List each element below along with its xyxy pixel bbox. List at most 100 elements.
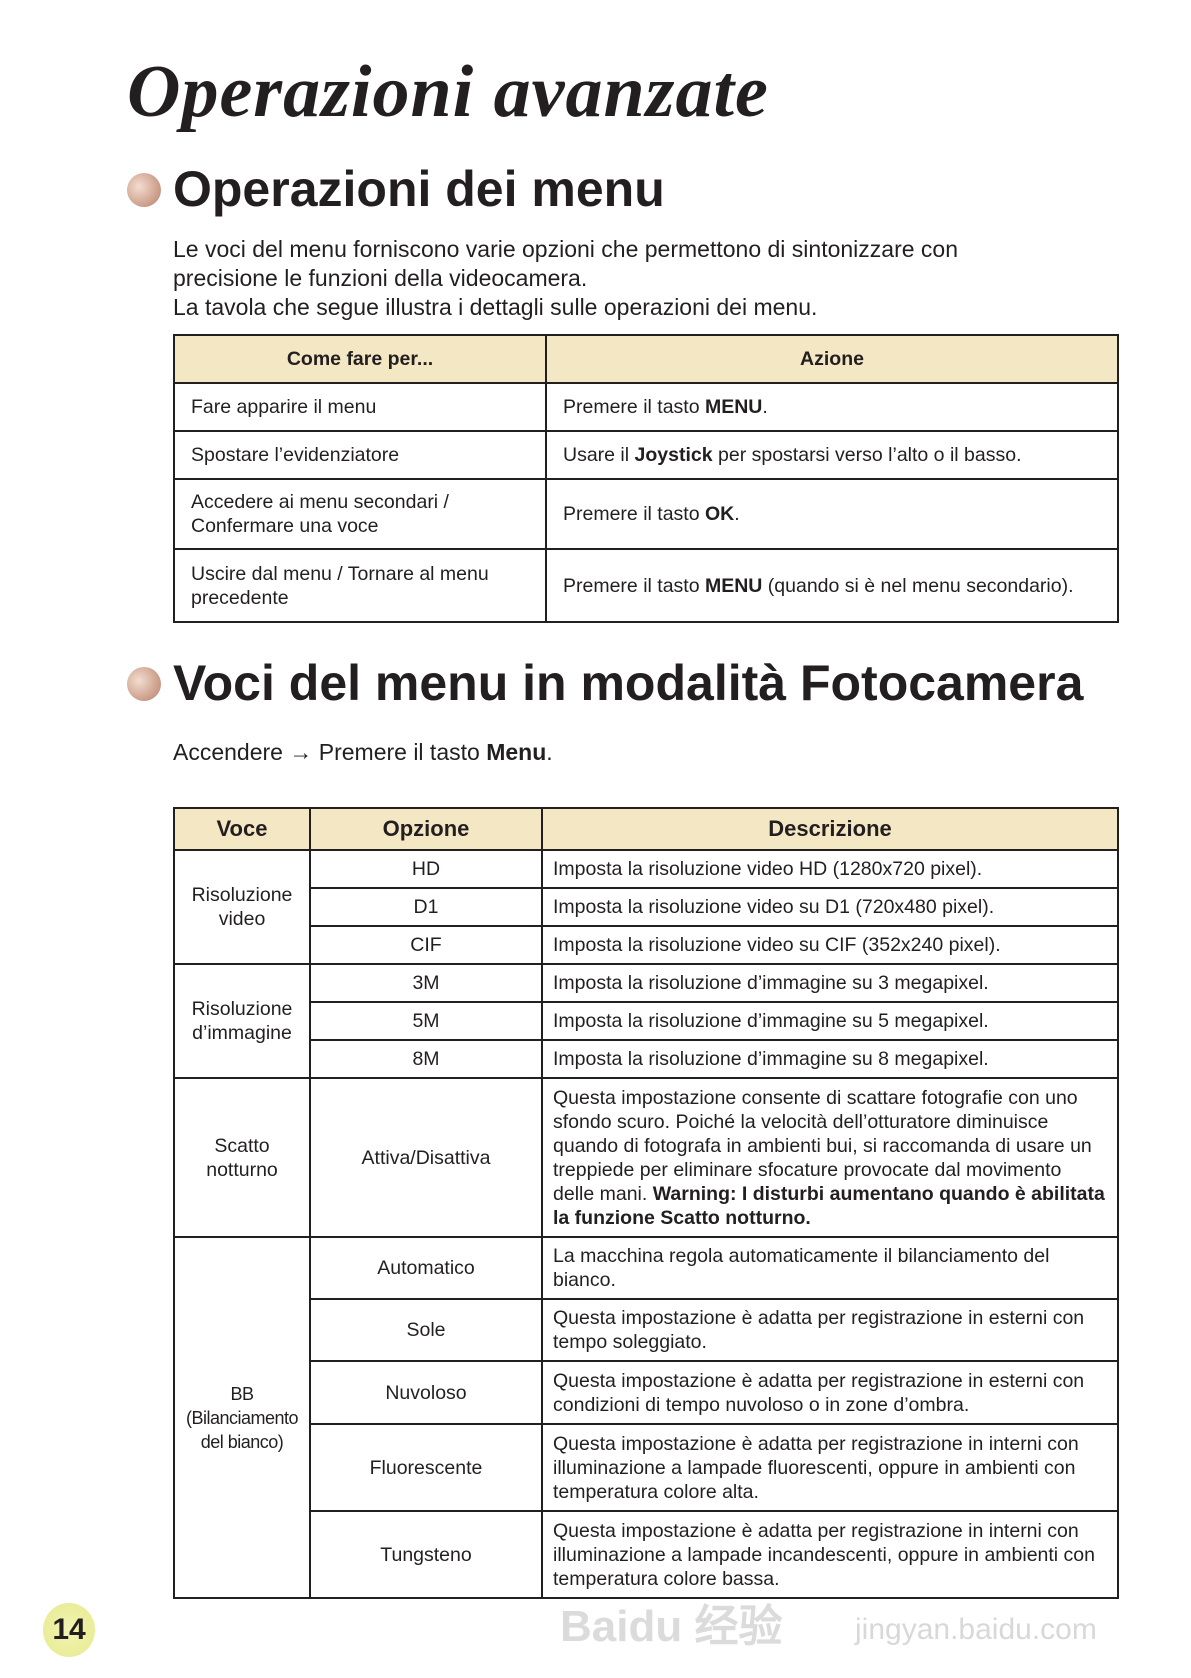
table-row: CIF Imposta la risoluzione video su CIF (… (174, 925, 1119, 965)
action-cell: Premere il tasto MENU (quando si è nel m… (545, 548, 1119, 623)
cell-line: d’immagine (192, 1022, 292, 1044)
text-segment: . (734, 503, 740, 525)
text-segment: Questa impostazione è adatta per registr… (553, 1519, 1096, 1590)
cell-line: Spostare l’evidenziatore (191, 444, 400, 466)
bold-text: MENU (704, 574, 763, 597)
bold-text: OK (704, 503, 735, 525)
section-heading-camera-menu: Voci del menu in modalità Fotocamera (173, 655, 1084, 711)
option-cell: CIF (309, 925, 543, 965)
cell-line: Fare apparire il menu (191, 396, 377, 418)
cell-line: precedente (191, 586, 289, 609)
section-heading-menu-operations: Operazioni dei menu (173, 161, 665, 217)
description-cell: Imposta la risoluzione video su CIF (352… (541, 925, 1119, 965)
bullet-icon (127, 173, 161, 207)
description-cell: Questa impostazione è adatta per registr… (541, 1298, 1119, 1362)
text-segment: Imposta la risoluzione d’immagine su 3 m… (553, 972, 989, 994)
option-cell: HD (309, 849, 543, 889)
table-row: BB (Bilanciamento del bianco) Automatico La … (173, 1236, 1119, 1599)
text-segment: La macchina regola automaticamente il bi… (553, 1245, 1050, 1291)
camera-menu-table: Voce Opzione Descrizione Risoluzione vide… (173, 807, 1119, 1599)
cell-line: BB (230, 1383, 254, 1404)
option-cell: 3M (309, 963, 543, 1003)
text-segment: Questa impostazione è adatta per registr… (553, 1432, 1079, 1503)
intro-line: precisione le funzioni della videocamera… (173, 265, 588, 291)
table-row: Fare apparire il menu Premere il tasto ME… (173, 382, 1119, 432)
text-segment: . (762, 396, 768, 418)
option-cell: Automatico (309, 1236, 543, 1300)
voce-cell: Risoluzione d’immagine (173, 963, 311, 1079)
action-cell: Premere il tasto MENU. (545, 382, 1119, 432)
column-header-how: Come fare per... (173, 334, 547, 384)
option-cell: Sole (309, 1298, 543, 1362)
cell-line: Confermare una voce (191, 515, 379, 537)
text-segment: Questa impostazione è adatta per registr… (553, 1307, 1085, 1353)
bold-text: Menu (486, 739, 547, 765)
text-segment: Imposta la risoluzione video su CIF (352… (553, 934, 1001, 956)
instruction-text: Accendere → Premere il tasto Menu. (173, 738, 553, 767)
text-segment: Imposta la risoluzione video su D1 (720x… (553, 896, 995, 918)
text-segment: Premere il tasto (563, 396, 705, 418)
table-row: Risoluzione video HD Imposta la risoluzione… (173, 849, 1119, 965)
cell-line: del bianco) (200, 1431, 284, 1452)
description-cell: Imposta la risoluzione video su D1 (720x… (541, 887, 1119, 927)
table-row: Accedere ai menu secondari / Confermare u… (173, 478, 1119, 550)
cell-line: Uscire dal menu / Tornare al menu (191, 562, 489, 585)
option-cell: Nuvoloso (309, 1360, 543, 1425)
how-cell: Spostare l’evidenziatore (173, 430, 547, 480)
text-segment: Premere il tasto (563, 503, 705, 525)
table-row: D1 Imposta la risoluzione video su D1 (72… (174, 887, 1119, 927)
table-row: Scatto notturno Attiva/Disattiva Questa imp… (173, 1077, 1119, 1238)
text-segment: (quando si è nel menu secondario). (762, 574, 1074, 597)
bold-text: Joystick (634, 444, 713, 466)
cell-line: (Bilanciamento (185, 1407, 299, 1428)
table-row: Fluorescente Questa impostazione è adatta… (174, 1423, 1119, 1512)
watermark-url: jingyan.baidu.com (855, 1613, 1097, 1646)
table-row: Risoluzione d’immagine 3M Imposta la risolu… (173, 963, 1119, 1079)
table-row: Nuvoloso Questa impostazione è adatta per… (174, 1360, 1119, 1425)
text-segment: Imposta la risoluzione d’immagine su 5 m… (553, 1010, 989, 1032)
how-cell: Uscire dal menu / Tornare al menu precede… (173, 548, 547, 623)
cell-line: Scatto (214, 1134, 270, 1157)
text-segment: . (546, 739, 553, 765)
menu-operations-table: Come fare per... Azione Fare apparire il… (173, 334, 1119, 623)
description-cell: Questa impostazione consente di scattare… (541, 1077, 1119, 1238)
intro-paragraph: Le voci del menu forniscono varie opzion… (173, 235, 958, 322)
action-cell: Premere il tasto OK. (545, 478, 1119, 550)
option-cell: 5M (309, 1001, 543, 1041)
description-cell: Questa impostazione è adatta per registr… (541, 1360, 1119, 1425)
table-row: 8M Imposta la risoluzione d’immagine su 8… (174, 1039, 1119, 1079)
how-cell: Accedere ai menu secondari / Confermare u… (173, 478, 547, 550)
text-segment: per spostarsi verso l’alto o il basso. (712, 444, 1022, 466)
voce-cell: Scatto notturno (173, 1077, 311, 1238)
column-header-opzione: Opzione (309, 807, 543, 851)
text-segment: Questa impostazione è adatta per registr… (553, 1369, 1085, 1416)
option-cell: Tungsteno (309, 1510, 543, 1599)
how-cell: Fare apparire il menu (173, 382, 547, 432)
column-header-voce: Voce (173, 807, 311, 851)
table-row: Tungsteno Questa impostazione è adatta pe… (174, 1510, 1119, 1599)
text-segment: Accendere → Premere il tasto (173, 739, 487, 765)
table-row: Sole Questa impostazione è adatta per reg… (174, 1298, 1119, 1362)
page-number: 14 (43, 1603, 95, 1657)
description-cell: Imposta la risoluzione video HD (1280x72… (541, 849, 1119, 889)
text-segment: Imposta la risoluzione d’immagine su 8 m… (553, 1048, 989, 1070)
watermark-logo: Baidu 经验 (560, 1602, 783, 1651)
text-segment: Imposta la risoluzione video HD (1280x72… (553, 858, 983, 880)
option-cell: Attiva/Disattiva (309, 1077, 543, 1238)
page-title: Operazioni avanzate (127, 51, 769, 133)
description-cell: Questa impostazione è adatta per registr… (541, 1423, 1119, 1512)
description-cell: Questa impostazione è adatta per registr… (541, 1510, 1119, 1599)
column-header-action: Azione (545, 334, 1119, 384)
option-cell: 8M (309, 1039, 543, 1079)
table-row: Spostare l’evidenziatore Usare il Joystic… (173, 430, 1119, 480)
option-cell: Fluorescente (309, 1423, 543, 1512)
table-row: Uscire dal menu / Tornare al menu precede… (173, 548, 1119, 623)
description-cell: Imposta la risoluzione d’immagine su 3 m… (541, 963, 1119, 1003)
text-segment: Usare il (563, 444, 635, 466)
cell-line: notturno (206, 1158, 278, 1181)
text-segment: Premere il tasto (563, 574, 705, 597)
description-cell: Imposta la risoluzione d’immagine su 8 m… (541, 1039, 1119, 1079)
cell-line: Risoluzione (191, 884, 293, 906)
table-row: 5M Imposta la risoluzione d’immagine su 5… (174, 1001, 1119, 1041)
cell-line: video (218, 908, 266, 930)
